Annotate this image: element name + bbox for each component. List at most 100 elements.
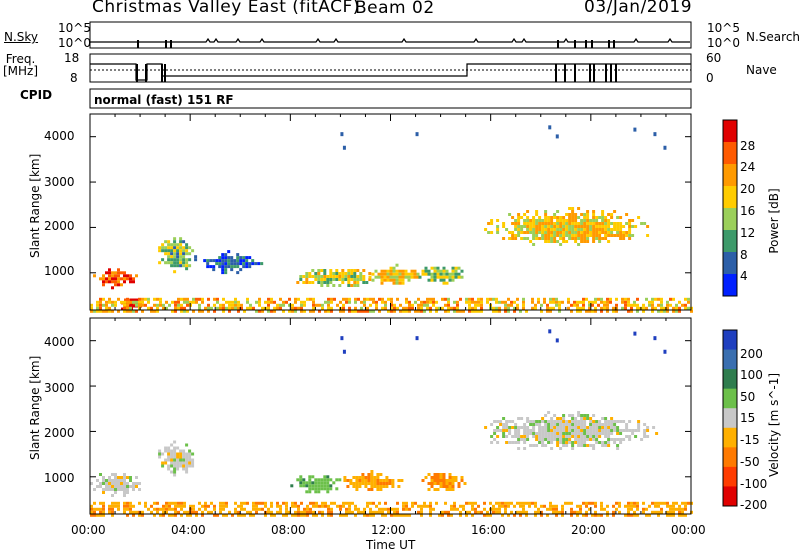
- data-cell: [174, 300, 177, 304]
- data-cell: [105, 485, 108, 488]
- data-cell: [111, 303, 114, 307]
- data-cell: [237, 300, 240, 304]
- data-cell: [239, 256, 243, 260]
- data-cell: [474, 300, 477, 304]
- data-cell: [126, 309, 129, 313]
- data-cell: [404, 269, 408, 273]
- data-cell: [424, 476, 428, 479]
- velocity-ytick-1000: 1000: [44, 471, 75, 485]
- data-cell: [318, 510, 321, 514]
- data-cell: [576, 504, 579, 508]
- data-cell: [480, 306, 483, 310]
- data-cell: [323, 281, 327, 284]
- data-cell: [439, 479, 443, 482]
- data-cell: [526, 210, 530, 213]
- data-cell: [96, 513, 99, 517]
- data-cell: [105, 280, 108, 284]
- data-cell: [660, 501, 663, 505]
- data-cell: [562, 438, 566, 441]
- data-cell: [568, 420, 572, 423]
- data-cell: [615, 303, 618, 307]
- data-cell: [544, 225, 548, 228]
- data-cell: [571, 420, 575, 423]
- data-cell: [496, 429, 500, 432]
- data-cell: [505, 423, 509, 426]
- data-cell: [348, 300, 351, 304]
- data-cell: [589, 444, 593, 447]
- data-cell: [610, 231, 614, 234]
- data-cell: [216, 300, 219, 304]
- data-cell: [350, 269, 354, 272]
- data-cell: [538, 432, 542, 435]
- data-cell: [191, 452, 195, 456]
- data-cell: [666, 300, 669, 304]
- data-cell: [216, 513, 219, 517]
- data-cell: [167, 467, 171, 471]
- data-cell: [577, 228, 581, 231]
- data-cell: [624, 513, 627, 517]
- data-cell: [610, 234, 614, 237]
- data-cell: [129, 476, 132, 479]
- data-cell: [383, 269, 387, 273]
- data-cell: [574, 432, 578, 435]
- data-cell: [195, 297, 198, 301]
- data-cell: [556, 210, 560, 213]
- data-cell: [182, 258, 186, 262]
- data-cell: [173, 455, 177, 459]
- data-cell: [526, 237, 530, 240]
- data-cell: [408, 513, 411, 517]
- data-cell: [173, 237, 177, 241]
- data-cell: [330, 297, 333, 301]
- data-cell: [201, 513, 204, 517]
- colorbar-segment: [723, 447, 737, 468]
- data-cell: [547, 432, 551, 435]
- data-cell: [660, 507, 663, 511]
- data-cell: [270, 300, 273, 304]
- data-cell: [236, 262, 240, 266]
- data-cell: [221, 265, 225, 269]
- data-cell: [386, 269, 390, 273]
- data-cell: [580, 426, 584, 429]
- data-cell: [568, 438, 572, 441]
- data-cell: [592, 240, 596, 243]
- data-cell: [663, 309, 666, 313]
- data-cell: [338, 284, 342, 287]
- data-cell: [323, 269, 327, 272]
- data-cell: [171, 513, 174, 517]
- data-cell: [552, 297, 555, 301]
- data-cell: [237, 309, 240, 313]
- data-cell: [529, 225, 533, 228]
- data-cell: [436, 473, 440, 476]
- data-cell: [594, 510, 597, 514]
- data-cell: [144, 501, 147, 505]
- data-cell: [594, 309, 597, 313]
- data-cell: [170, 243, 174, 247]
- data-cell: [663, 306, 666, 310]
- data-cell: [442, 281, 446, 285]
- data-cell: [547, 228, 551, 231]
- data-cell: [362, 275, 366, 278]
- data-cell: [361, 476, 365, 479]
- nsky-label: N.Sky: [4, 30, 39, 44]
- data-cell: [471, 297, 474, 301]
- data-cell: [212, 268, 216, 272]
- data-cell: [323, 487, 327, 491]
- data-cell: [552, 507, 555, 511]
- data-cell: [318, 504, 321, 508]
- data-cell: [228, 309, 231, 313]
- data-cell: [526, 222, 530, 225]
- data-cell: [603, 507, 606, 511]
- data-cell: [237, 306, 240, 310]
- data-cell: [309, 507, 312, 511]
- data-cell: [556, 435, 560, 438]
- data-cell: [258, 297, 261, 301]
- data-cell: [164, 246, 168, 250]
- data-cell: [562, 432, 566, 435]
- data-cell: [141, 300, 144, 304]
- data-cell: [164, 252, 168, 256]
- data-cell: [168, 303, 171, 307]
- data-cell: [526, 216, 530, 219]
- data-cell: [675, 306, 678, 310]
- data-cell: [114, 485, 117, 488]
- data-cell: [111, 504, 114, 508]
